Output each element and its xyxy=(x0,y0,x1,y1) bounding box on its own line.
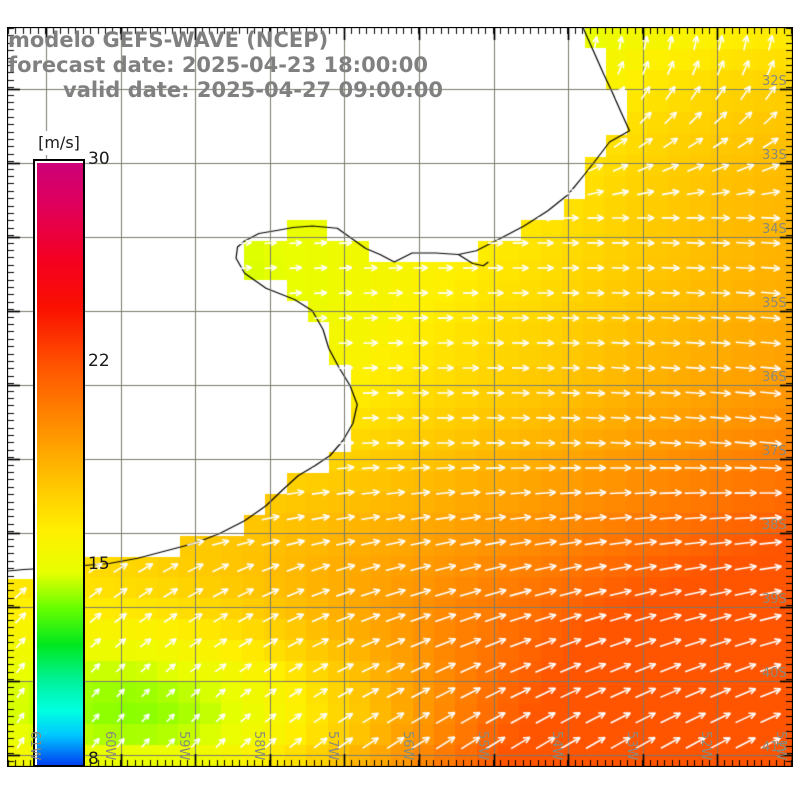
longitude-label-56W: 56W xyxy=(400,731,415,761)
map-plot-area xyxy=(7,27,793,767)
colorbar-tick-15: 15 xyxy=(88,553,110,574)
latitude-label-37S: 37S xyxy=(762,444,787,459)
colorbar-frame xyxy=(33,159,85,767)
longitude-label-57W: 57W xyxy=(325,731,341,761)
longitude-label-59W: 59W xyxy=(176,731,192,761)
longitude-label-58W: 58W xyxy=(250,731,266,761)
longitude-label-51W: 51W xyxy=(773,731,788,761)
latitude-label-40S: 40S xyxy=(762,666,787,681)
latitude-label-38S: 38S xyxy=(762,518,787,533)
longitude-label-55W: 55W xyxy=(474,731,490,761)
longitude-label-61W: 61W xyxy=(27,731,42,761)
longitude-label-54W: 54W xyxy=(549,731,565,761)
wind-direction-arrows xyxy=(8,28,792,766)
colorbar-tick-30: 30 xyxy=(88,149,110,169)
latitude-label-33S: 33S xyxy=(762,148,787,163)
colorbar-tick-22: 22 xyxy=(88,351,110,372)
latitude-label-34S: 34S xyxy=(762,222,787,237)
latitude-label-36S: 36S xyxy=(762,370,787,385)
longitude-label-52W: 52W xyxy=(698,731,714,761)
colorbar-unit-label: [m/s] xyxy=(28,131,90,155)
latitude-label-35S: 35S xyxy=(762,296,787,311)
latitude-label-32S: 32S xyxy=(762,74,787,89)
longitude-label-60W: 60W xyxy=(101,731,117,761)
latitude-label-41S: 41S xyxy=(762,740,787,755)
latitude-label-39S: 39S xyxy=(762,592,787,607)
colorbar-tick-8: 8 xyxy=(88,749,99,770)
colorbar-gradient xyxy=(37,163,83,765)
longitude-label-53W: 53W xyxy=(623,731,639,761)
colorbar xyxy=(33,159,85,767)
